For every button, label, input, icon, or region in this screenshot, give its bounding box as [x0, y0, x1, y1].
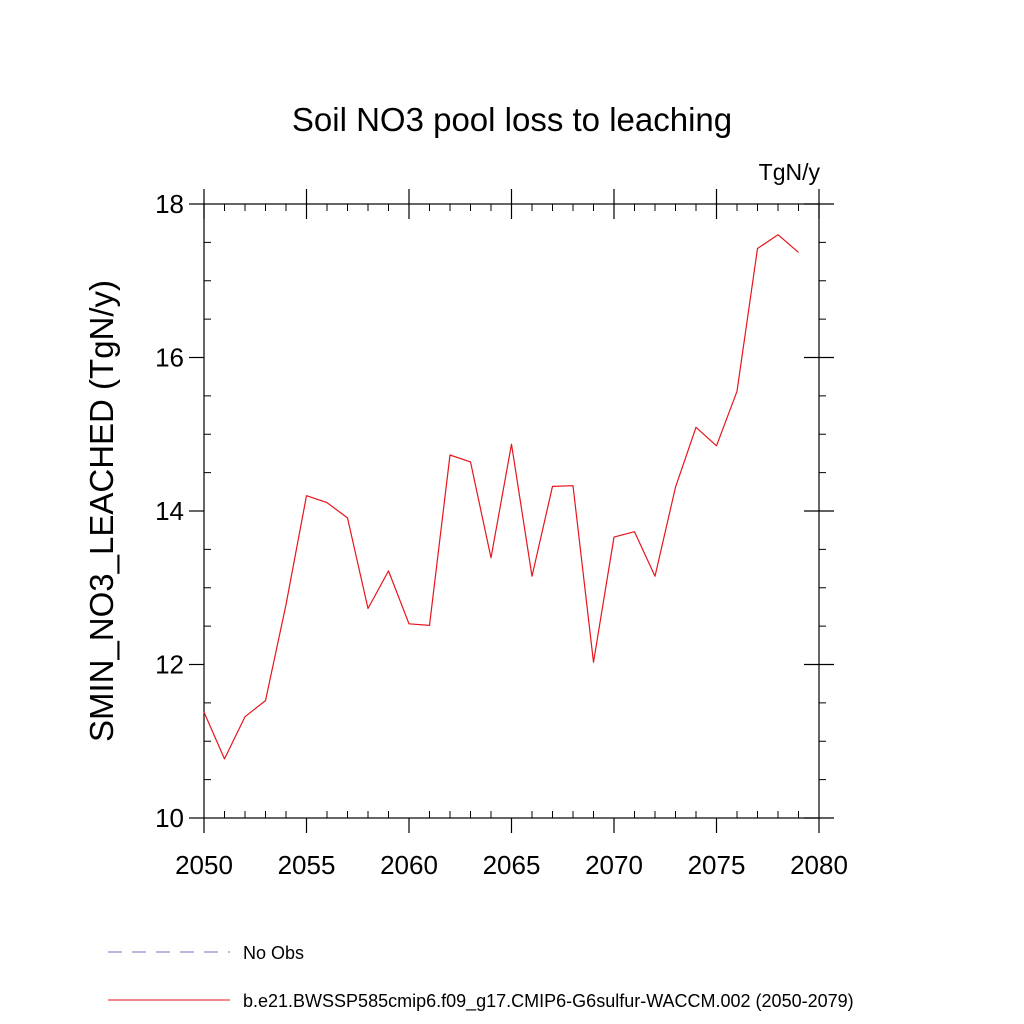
y-tick-label: 18 — [155, 189, 184, 219]
y-tick-label: 10 — [155, 803, 184, 833]
y-tick-label: 16 — [155, 343, 184, 373]
y-axis-label: SMIN_NO3_LEACHED (TgN/y) — [83, 280, 120, 742]
y-axis-tick-labels: 10 12 14 16 18 — [155, 189, 184, 833]
y-tick-label: 14 — [155, 496, 184, 526]
x-tick-label: 2075 — [688, 850, 746, 880]
x-tick-label: 2055 — [278, 850, 336, 880]
x-tick-label: 2065 — [483, 850, 541, 880]
x-axis-tick-labels: 2050 2055 2060 2065 2070 2075 2080 — [175, 850, 848, 880]
legend-label: No Obs — [243, 943, 304, 963]
chart-title: Soil NO3 pool loss to leaching — [292, 101, 732, 138]
y-tick-label: 12 — [155, 650, 184, 680]
series-line — [203, 234, 799, 760]
plot-frame — [203, 203, 820, 819]
x-axis-ticks — [203, 189, 820, 833]
units-label: TgN/y — [759, 159, 821, 185]
x-tick-label: 2080 — [790, 850, 848, 880]
y-axis-ticks — [189, 203, 834, 819]
x-tick-label: 2070 — [585, 850, 643, 880]
legend-label: b.e21.BWSSP585cmip6.f09_g17.CMIP6-G6sulf… — [243, 991, 854, 1012]
x-tick-label: 2060 — [380, 850, 438, 880]
series-layer — [203, 234, 799, 760]
legend: No Obs b.e21.BWSSP585cmip6.f09_g17.CMIP6-… — [108, 943, 854, 1012]
x-tick-label: 2050 — [175, 850, 233, 880]
